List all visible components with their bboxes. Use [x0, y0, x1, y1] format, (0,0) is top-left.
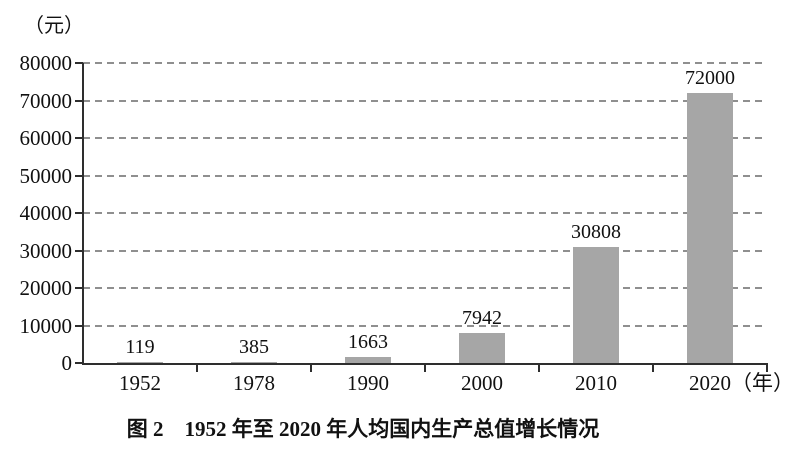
bar-2000 — [459, 333, 505, 363]
x-axis-tick — [766, 365, 768, 372]
x-axis-year-text: 2010 — [575, 371, 617, 395]
y-axis-tick-label: 30000 — [19, 238, 73, 263]
y-axis-tick-label: 60000 — [19, 126, 73, 150]
y-axis-tick-10000 — [75, 324, 83, 327]
bar-value-label: 72000 — [685, 67, 735, 89]
x-axis-category-label: 2020 （年） — [689, 371, 794, 395]
y-axis-tick-0 — [75, 362, 83, 364]
x-axis-year-text: 2020 — [689, 371, 731, 395]
y-axis-tick-label: 70000 — [19, 88, 73, 113]
y-axis-tick-label: 0 — [61, 351, 73, 375]
gridline-20000 — [83, 287, 767, 289]
bar-1978 — [231, 362, 277, 363]
y-axis-tick-50000 — [75, 174, 83, 177]
x-axis-year-text: 1952 — [119, 371, 161, 395]
gridline-60000 — [83, 137, 767, 139]
bar-1990 — [345, 357, 391, 363]
y-axis-tick-80000 — [75, 62, 83, 64]
figure-caption: 图 2 1952 年至 2020 年人均国内生产总值增长情况 — [126, 417, 600, 441]
bar-value-label: 119 — [125, 336, 155, 358]
bar-value-label: 30808 — [571, 221, 621, 243]
gridline-50000 — [83, 174, 767, 177]
y-axis-tick-label: 10000 — [19, 313, 73, 338]
x-axis-category-label: 2010 — [575, 372, 617, 394]
x-axis-tick — [196, 365, 198, 372]
y-axis-tick-label: 80000 — [19, 51, 73, 75]
x-axis-tick — [310, 365, 312, 372]
x-axis-line — [82, 363, 768, 365]
bar-2020 — [687, 93, 733, 363]
gridline-80000 — [83, 62, 767, 64]
x-axis-year-text: 1978 — [233, 371, 275, 395]
y-axis-tick-70000 — [75, 99, 83, 102]
x-axis-category-label: 2000 — [461, 372, 503, 394]
x-axis-unit-suffix: （年） — [731, 371, 794, 395]
gridline-70000 — [83, 99, 767, 102]
x-axis-year-text: 2000 — [461, 371, 503, 395]
x-axis-tick — [424, 365, 426, 372]
y-axis-unit-label: （元） — [24, 15, 84, 37]
y-axis-tick-20000 — [75, 287, 83, 289]
x-axis-year-text: 1990 — [347, 371, 389, 395]
y-axis-tick-label: 20000 — [19, 276, 73, 300]
x-axis-category-label: 1990 — [347, 372, 389, 394]
y-axis-tick-60000 — [75, 137, 83, 139]
gridline-10000 — [83, 324, 767, 327]
bar-value-label: 1663 — [348, 331, 388, 353]
y-axis-tick-40000 — [75, 212, 83, 214]
bar-2010 — [573, 247, 619, 363]
x-axis-tick — [652, 365, 654, 372]
x-axis-category-label: 1978 — [233, 372, 275, 394]
gridline-40000 — [83, 212, 767, 214]
y-axis-tick-label: 40000 — [19, 201, 73, 225]
y-axis-tick-30000 — [75, 249, 83, 252]
bar-1952 — [117, 362, 163, 363]
y-axis-tick-label: 50000 — [19, 163, 73, 188]
gridline-30000 — [83, 249, 767, 252]
bar-value-label: 385 — [239, 336, 269, 358]
x-axis-tick — [538, 365, 540, 372]
bar-value-label: 7942 — [462, 307, 502, 329]
x-axis-category-label: 1952 — [119, 372, 161, 394]
y-axis-line — [82, 63, 84, 365]
